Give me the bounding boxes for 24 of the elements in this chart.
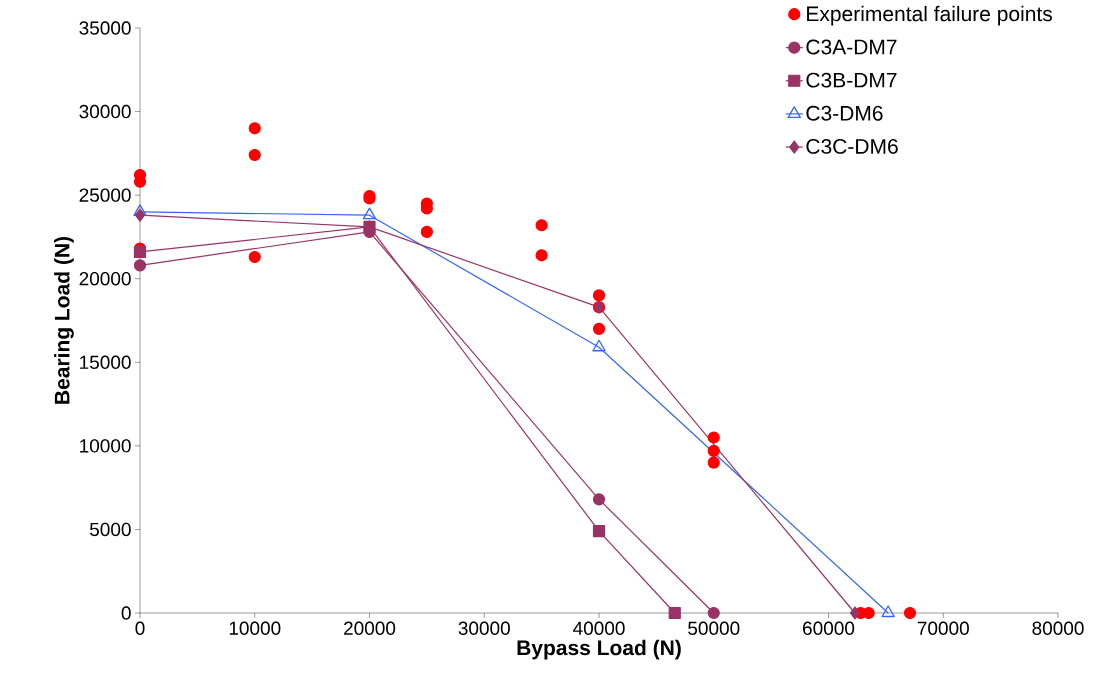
x-tick-label: 30000	[458, 621, 510, 635]
y-tick-label: 10000	[80, 439, 131, 453]
y-tick-label: 25000	[79, 188, 131, 202]
y-tick-label: 15000	[80, 355, 131, 370]
x-tick-label: 80000	[1032, 621, 1084, 635]
y-tick-label: 5000	[89, 522, 131, 537]
y-axis-title: Bearing Load (N)	[54, 236, 74, 404]
legend-label: C3B-DM7	[806, 72, 897, 88]
y-tick-label: 0	[121, 606, 131, 620]
legend-label: C3C-DM6	[806, 138, 898, 154]
x-tick-label: 10000	[229, 621, 281, 635]
x-tick-label: 60000	[803, 621, 855, 635]
x-tick-label: 40000	[573, 621, 625, 635]
x-tick-label: 50000	[688, 621, 740, 635]
y-tick-label: 20000	[79, 271, 131, 286]
x-tick-label: 20000	[344, 621, 396, 635]
y-tick-label: 35000	[79, 21, 131, 35]
x-tick-label: 70000	[917, 621, 969, 635]
legend-label: C3A-DM7	[806, 39, 897, 55]
y-tick-label: 30000	[79, 104, 131, 119]
x-axis-title: Bypass Load (N)	[517, 639, 681, 660]
legend-label: Experimental failure points	[807, 5, 1052, 26]
x-tick-label: 0	[135, 621, 145, 635]
legend-label: C3-DM6	[806, 105, 883, 121]
